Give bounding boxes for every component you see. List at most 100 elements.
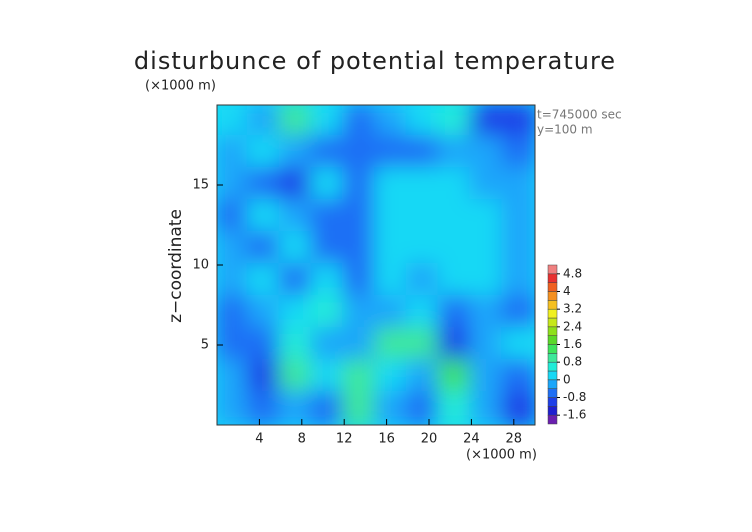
- field-cell: [310, 135, 347, 171]
- field-cell: [217, 231, 251, 267]
- field-cell: [469, 105, 506, 139]
- field-cell: [374, 391, 410, 425]
- field-cell: [469, 295, 506, 331]
- field-cell: [374, 105, 410, 139]
- field-cell: [342, 295, 378, 331]
- field-cell: [374, 327, 410, 363]
- field-cell: [405, 263, 442, 299]
- field-cell: [405, 199, 442, 235]
- colorbar-box: [548, 397, 557, 407]
- field-cell: [469, 231, 506, 267]
- field-cell: [469, 391, 506, 425]
- colorbar-box: [548, 353, 557, 363]
- colorbar-box: [548, 291, 557, 301]
- colorbar-box: [548, 326, 557, 336]
- field-cell: [342, 231, 378, 267]
- field-cell: [405, 327, 442, 363]
- field-cell: [501, 391, 535, 425]
- field-cell: [437, 295, 474, 331]
- field-cell: [278, 391, 315, 425]
- field-cell: [342, 199, 378, 235]
- field-cell: [374, 135, 410, 171]
- colorbar-box: [548, 300, 557, 310]
- colorbar-box: [548, 265, 557, 274]
- field-cell: [246, 327, 283, 363]
- field-cell: [246, 105, 283, 139]
- field-cell: [437, 167, 474, 203]
- x-tick-label: 20: [421, 432, 438, 447]
- field-cell: [374, 231, 410, 267]
- annotation: y=100 m: [537, 123, 593, 137]
- colorbar-box: [548, 371, 557, 380]
- y-tick-label: 5: [201, 338, 209, 353]
- field-cell: [342, 327, 378, 363]
- field-cell: [405, 231, 442, 267]
- field-cell: [310, 391, 347, 425]
- field-cell: [501, 359, 535, 395]
- field-cell: [310, 231, 347, 267]
- field-cell: [501, 263, 535, 299]
- field-cell: [374, 359, 410, 395]
- field-cell: [405, 295, 442, 331]
- field-cell: [405, 135, 442, 171]
- field-cell: [437, 231, 474, 267]
- colorbar-tick-label: -1.6: [563, 408, 586, 422]
- field-cell: [278, 327, 315, 363]
- field-cell: [342, 135, 378, 171]
- field-cell: [217, 135, 251, 171]
- field-cell: [246, 263, 283, 299]
- field-cell: [437, 391, 474, 425]
- x-tick-label: 28: [506, 432, 523, 447]
- field-cell: [278, 359, 315, 395]
- colorbar-swatch: [547, 264, 558, 275]
- x-tick-label: 8: [298, 432, 306, 447]
- field-cell: [278, 199, 315, 235]
- field-cell: [437, 199, 474, 235]
- field-cell: [246, 231, 283, 267]
- y-tick-label: 15: [192, 178, 209, 193]
- field-cell: [310, 199, 347, 235]
- field: [217, 105, 535, 425]
- x-tick-label: 4: [255, 432, 263, 447]
- field-cell: [501, 105, 535, 139]
- field-cell: [278, 263, 315, 299]
- field-cell: [342, 167, 378, 203]
- x-unit: (×1000 m): [466, 448, 537, 463]
- field-cell: [405, 391, 442, 425]
- field-cell: [469, 135, 506, 171]
- colorbar-box: [548, 282, 557, 292]
- field-cell: [374, 167, 410, 203]
- field-cell: [278, 295, 315, 331]
- field-cell: [310, 327, 347, 363]
- field-cell: [342, 105, 378, 139]
- colorbar-box: [548, 273, 557, 283]
- field-cell: [246, 167, 283, 203]
- colorbar-tick-label: 0: [563, 372, 571, 386]
- field-cell: [469, 167, 506, 203]
- field-cell: [437, 327, 474, 363]
- field-cell: [437, 263, 474, 299]
- field-cell: [310, 359, 347, 395]
- colorbar-tick-label: -0.8: [563, 390, 586, 404]
- field-cell: [437, 105, 474, 139]
- field-cell: [246, 391, 283, 425]
- field-cell: [469, 359, 506, 395]
- field-cell: [342, 359, 378, 395]
- field-cell: [469, 263, 506, 299]
- chart-title: disturbunce of potential temperature: [134, 47, 616, 75]
- field-cell: [501, 135, 535, 171]
- field-cell: [217, 199, 251, 235]
- field-cell: [342, 263, 378, 299]
- field-cell: [278, 167, 315, 203]
- colorbar-box: [548, 379, 557, 389]
- field-cell: [217, 295, 251, 331]
- colorbar-tick-label: 0.8: [563, 355, 582, 369]
- field-cell: [217, 391, 251, 425]
- field-cell: [246, 359, 283, 395]
- field-cell: [217, 105, 251, 139]
- field-cell: [278, 231, 315, 267]
- field-cell: [405, 359, 442, 395]
- annotation: t=745000 sec: [537, 108, 622, 122]
